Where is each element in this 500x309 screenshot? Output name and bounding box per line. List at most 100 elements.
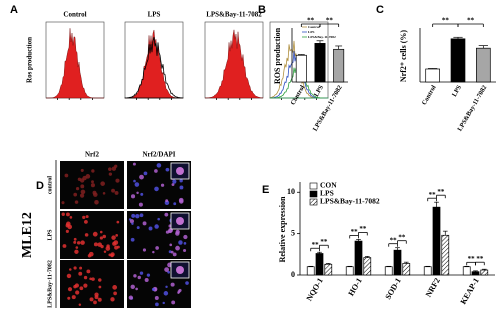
cell — [93, 242, 98, 247]
bar — [480, 269, 489, 276]
cell — [80, 178, 85, 183]
cell — [185, 281, 189, 285]
cell — [92, 231, 98, 237]
cell — [73, 237, 77, 241]
y-tick-label: 5 — [291, 228, 295, 237]
histogram — [45, 28, 105, 99]
cell — [108, 167, 112, 171]
cell — [98, 278, 102, 282]
legend-swatch — [309, 190, 318, 198]
cell — [116, 220, 120, 224]
histogram — [204, 29, 264, 99]
cell — [108, 172, 113, 176]
cell — [154, 224, 159, 229]
bar — [462, 266, 471, 276]
bar — [324, 263, 333, 276]
cell — [164, 267, 170, 272]
cell — [100, 181, 105, 186]
cell — [169, 243, 173, 247]
bar — [363, 257, 372, 276]
cell — [83, 283, 88, 288]
cell — [74, 249, 79, 254]
cell — [74, 200, 79, 204]
cell — [114, 245, 119, 250]
significance: ** — [398, 233, 406, 241]
cell — [175, 231, 180, 236]
bar — [476, 47, 491, 83]
significance: ** — [468, 255, 476, 263]
cell — [179, 185, 184, 190]
cell — [84, 233, 89, 237]
cell — [162, 301, 165, 305]
cell — [164, 212, 169, 217]
significance: ** — [312, 241, 320, 249]
y-axis-label: Nrf2⁺ cells (%) — [399, 30, 408, 83]
cell — [113, 291, 117, 296]
bar — [354, 240, 363, 276]
significance: ** — [320, 238, 328, 246]
significance: ** — [437, 188, 445, 196]
cell — [89, 297, 94, 302]
cell — [165, 285, 168, 289]
panel-letter: A — [10, 4, 18, 16]
y-axis-label: Relative expression — [278, 196, 287, 262]
cell — [163, 291, 169, 296]
cell — [183, 234, 188, 240]
cell — [139, 213, 144, 218]
cell — [66, 273, 72, 279]
cell — [115, 234, 119, 237]
cell — [179, 179, 183, 183]
cell — [62, 244, 67, 248]
cell — [102, 192, 106, 195]
significance: ** — [307, 17, 315, 25]
cell — [67, 224, 73, 230]
cell — [142, 248, 147, 252]
bar — [384, 266, 393, 276]
significance: ** — [429, 191, 437, 199]
cell — [140, 192, 144, 196]
cell — [80, 240, 85, 245]
cell — [111, 166, 117, 171]
cell — [71, 295, 76, 300]
significance: ** — [326, 17, 334, 25]
cell — [82, 215, 86, 219]
legend-label: LPS&Bay-11-7082 — [308, 35, 336, 39]
cell — [146, 273, 151, 277]
cell — [160, 183, 165, 187]
cell — [170, 282, 175, 287]
x-tick-label: SOD-1 — [383, 276, 402, 301]
cell — [65, 229, 69, 233]
bar — [432, 206, 441, 276]
bar — [423, 266, 432, 276]
cell — [61, 201, 65, 205]
y-axis-label: ROS production — [273, 27, 282, 84]
bar — [315, 253, 324, 276]
x-tick-label: NQO-1 — [305, 276, 325, 302]
cell — [90, 183, 95, 188]
cell — [172, 179, 177, 184]
error-bar — [481, 268, 487, 271]
cell — [93, 300, 97, 305]
error-bar — [364, 256, 370, 258]
cell — [128, 295, 133, 300]
row-label: control — [47, 176, 53, 195]
x-tick-label: Control — [421, 84, 438, 106]
cell — [173, 202, 177, 206]
error-bar — [356, 239, 361, 242]
error-bar — [335, 45, 343, 50]
legend-label: LPS&Bay-11-7082 — [320, 197, 380, 206]
cell — [106, 244, 110, 248]
cell — [73, 240, 77, 244]
cell — [110, 297, 115, 302]
histogram-title: LPS — [148, 11, 161, 19]
cell — [165, 230, 170, 234]
error-bar — [317, 251, 322, 254]
cell — [139, 271, 144, 275]
cell — [148, 226, 153, 231]
error-bar — [297, 54, 305, 56]
cell — [67, 287, 73, 292]
cell — [65, 212, 70, 217]
cell — [171, 300, 176, 305]
cell — [130, 194, 136, 199]
